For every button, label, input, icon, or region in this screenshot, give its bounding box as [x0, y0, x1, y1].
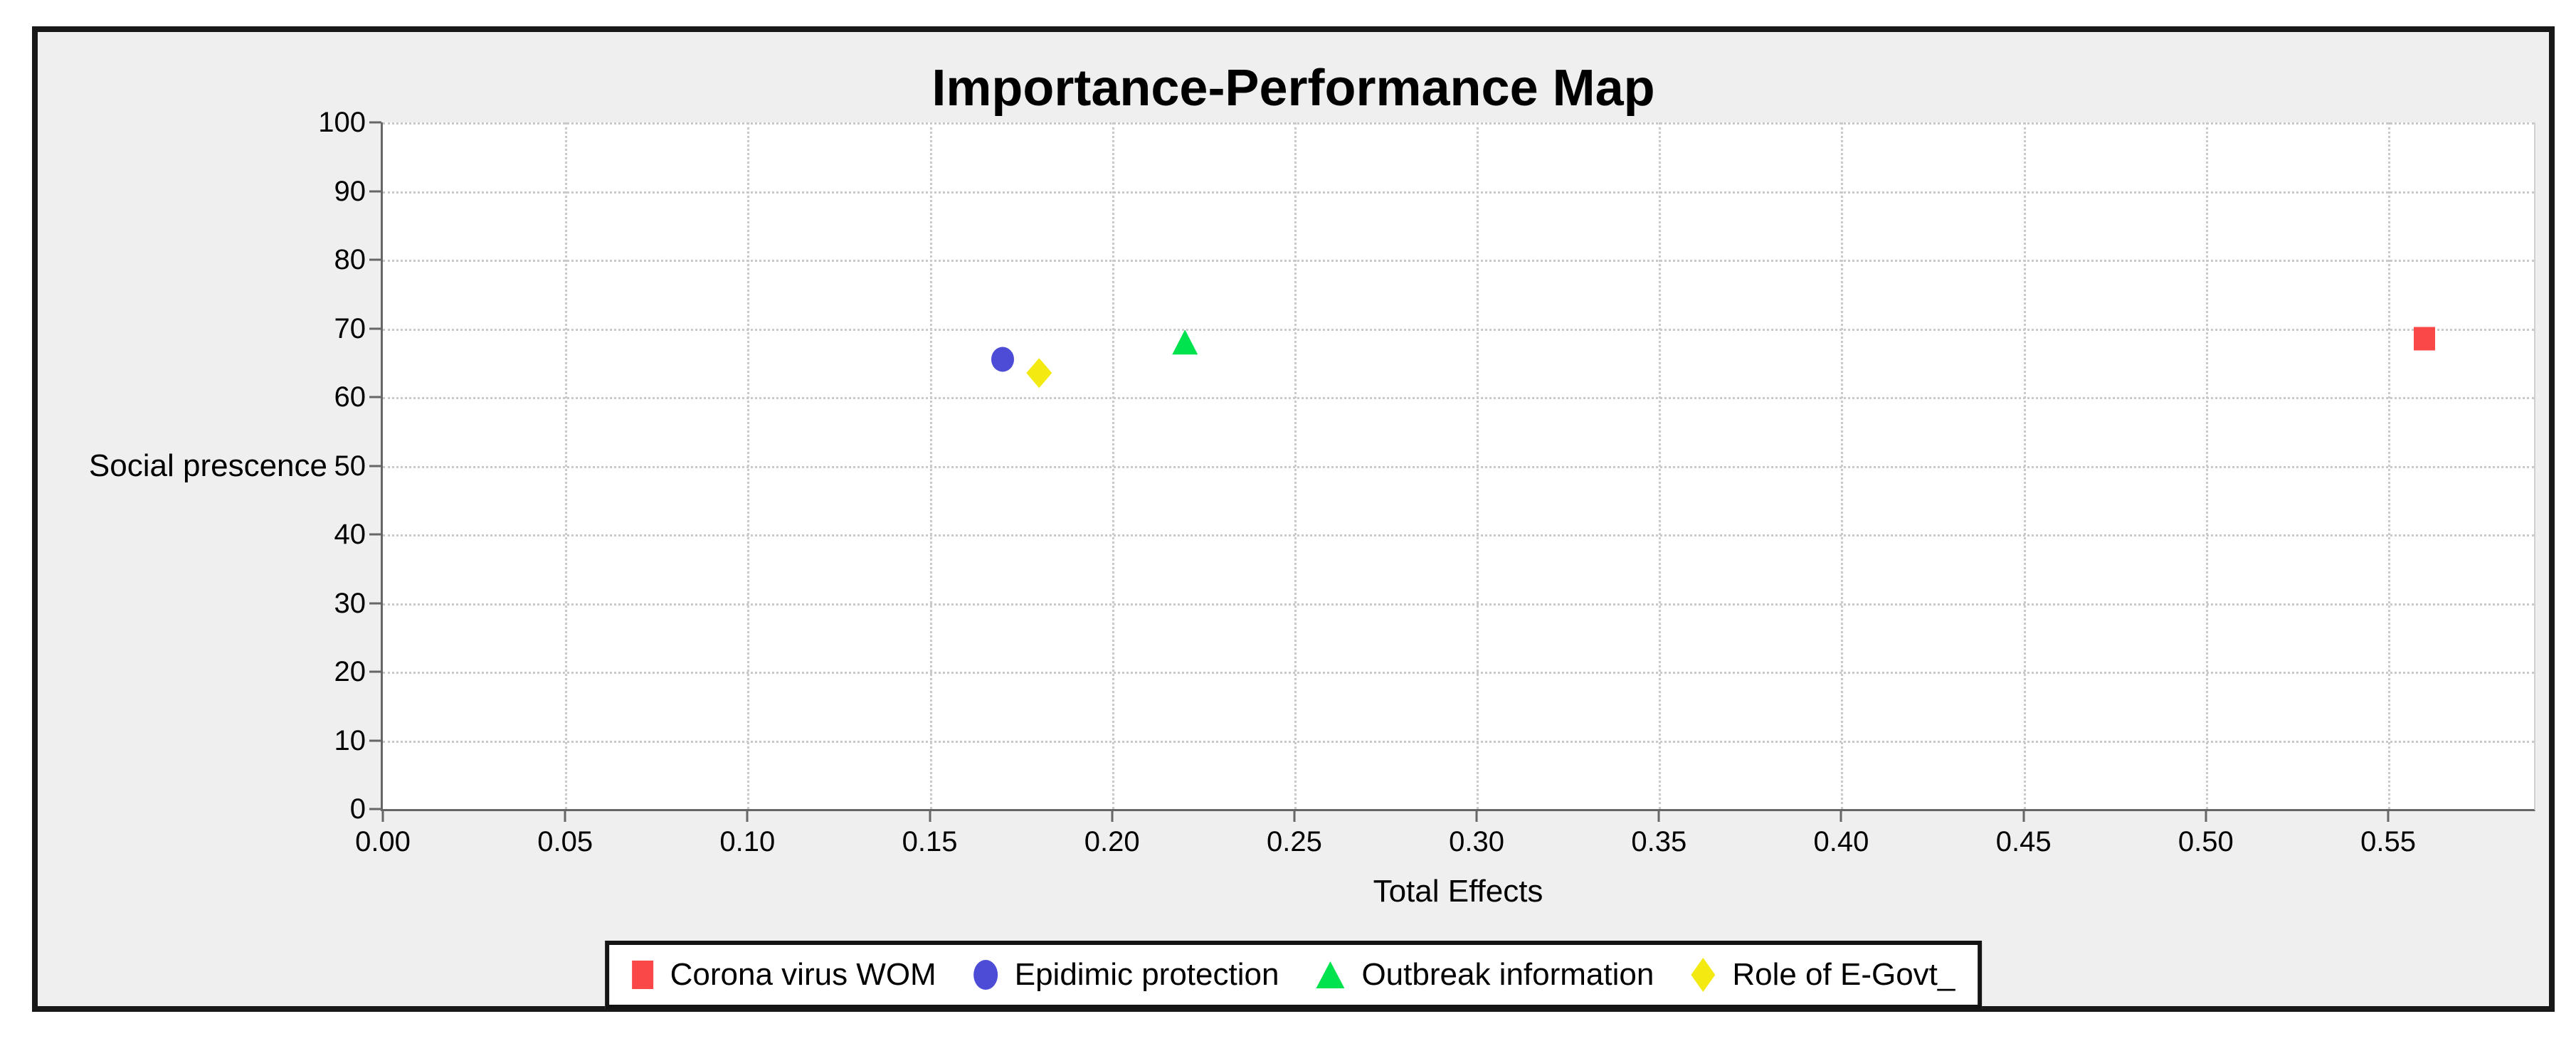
legend-item-label: Corona virus WOM — [670, 957, 936, 992]
data-point-outbreak-information — [1172, 329, 1198, 355]
legend-item-label: Epidimic protection — [1014, 957, 1279, 992]
y-axis-label: Social prescence — [88, 448, 327, 483]
gridline-vertical — [1841, 122, 1844, 809]
x-tick-mark — [564, 810, 566, 822]
y-tick-label: 70 — [334, 312, 366, 344]
y-tick-label: 90 — [334, 175, 366, 207]
y-tick-label: 50 — [334, 450, 366, 482]
diamond-marker-icon — [1691, 958, 1716, 992]
y-tick-mark — [369, 327, 381, 329]
y-tick-label: 60 — [334, 381, 366, 413]
gridline-horizontal — [383, 672, 2534, 674]
x-tick-mark — [2205, 810, 2207, 822]
y-tick-mark — [369, 533, 381, 536]
gridline-horizontal — [383, 122, 2534, 125]
x-tick-mark — [1293, 810, 1296, 822]
y-tick-mark — [369, 121, 381, 124]
gridline-vertical — [747, 122, 750, 809]
x-tick-label: 0.25 — [1266, 826, 1322, 857]
y-tick-label: 10 — [334, 724, 366, 756]
data-point-role-of-e-govt — [1026, 358, 1052, 389]
y-tick-mark — [369, 602, 381, 604]
legend-item-corona-virus-wom: Corona virus WOM — [631, 957, 936, 992]
data-point-corona-virus-wom — [2414, 327, 2436, 351]
x-tick-label: 0.50 — [2178, 826, 2234, 857]
x-tick-mark — [746, 810, 749, 822]
x-tick-label: 0.00 — [355, 826, 411, 857]
x-tick-label: 0.10 — [719, 826, 776, 857]
gridline-vertical — [2023, 122, 2026, 809]
gridline-horizontal — [383, 328, 2534, 331]
square-marker-icon — [631, 961, 653, 989]
x-tick-mark — [2387, 810, 2390, 822]
y-tick-mark — [369, 670, 381, 673]
x-tick-mark — [1111, 810, 1114, 822]
legend: Corona virus WOM Epidimic protection Outbr… — [604, 941, 1983, 1009]
x-tick-label: 0.20 — [1084, 826, 1140, 857]
gridline-vertical — [1294, 122, 1297, 809]
gridline-horizontal — [383, 740, 2534, 743]
y-tick-label: 40 — [334, 519, 366, 550]
gridline-vertical — [2388, 122, 2391, 809]
x-tick-label: 0.35 — [1631, 826, 1687, 857]
gridline-horizontal — [383, 603, 2534, 606]
gridline-horizontal — [383, 191, 2534, 194]
gridline-horizontal — [383, 397, 2534, 399]
x-tick-label: 0.05 — [537, 826, 593, 857]
chart-title: Importance-Performance Map — [931, 60, 1655, 117]
y-tick-mark — [369, 396, 381, 398]
plot-area: 0 10 20 30 40 50 60 70 80 90 100 0.00 0.05 0.10 0.15 0.… — [318, 108, 2535, 856]
x-tick-mark — [2022, 810, 2025, 822]
x-tick-label: 0.55 — [2360, 826, 2416, 857]
x-tick-label: 0.15 — [902, 826, 958, 857]
y-tick-label: 20 — [334, 656, 366, 687]
gridline-vertical — [1659, 122, 1662, 809]
y-tick-mark — [369, 258, 381, 261]
gridline-vertical — [565, 122, 568, 809]
y-tick-label: 0 — [349, 793, 366, 825]
gridline-vertical — [1112, 122, 1114, 809]
gridline-vertical — [929, 122, 932, 809]
data-point-epidimic-protection — [991, 347, 1015, 372]
y-tick-label: 100 — [318, 107, 366, 138]
x-tick-mark — [381, 810, 384, 822]
gridline-vertical — [1477, 122, 1479, 809]
y-tick-mark — [369, 739, 381, 741]
circle-marker-icon — [973, 960, 998, 990]
y-tick-mark — [369, 465, 381, 467]
x-tick-label: 0.30 — [1449, 826, 1505, 857]
gridline-horizontal — [383, 534, 2534, 537]
x-tick-mark — [929, 810, 931, 822]
legend-item-epidimic-protection: Epidimic protection — [973, 959, 1279, 990]
legend-item-label: Outbreak information — [1361, 957, 1654, 992]
x-tick-mark — [1475, 810, 1478, 822]
x-tick-mark — [1657, 810, 1660, 822]
x-axis-label: Total Effects — [1373, 874, 1543, 909]
x-tick-label: 0.40 — [1813, 826, 1869, 857]
legend-item-role-of-e-govt: Role of E-Govt_ — [1691, 958, 1955, 992]
gridline-horizontal — [383, 465, 2534, 468]
x-tick-label: 0.45 — [1995, 826, 2052, 857]
legend-item-outbreak-information: Outbreak information — [1316, 959, 1654, 990]
gridline-vertical — [2205, 122, 2208, 809]
triangle-marker-icon — [1316, 961, 1345, 988]
x-tick-mark — [1839, 810, 1842, 822]
y-tick-label: 80 — [334, 244, 366, 275]
y-tick-mark — [369, 808, 381, 810]
chart-frame: Importance-Performance Map 0 10 20 30 40 50 60… — [32, 26, 2555, 1012]
legend-item-label: Role of E-Govt_ — [1732, 957, 1955, 992]
y-tick-label: 30 — [334, 587, 366, 619]
gridline-horizontal — [383, 260, 2534, 262]
y-tick-mark — [369, 190, 381, 192]
